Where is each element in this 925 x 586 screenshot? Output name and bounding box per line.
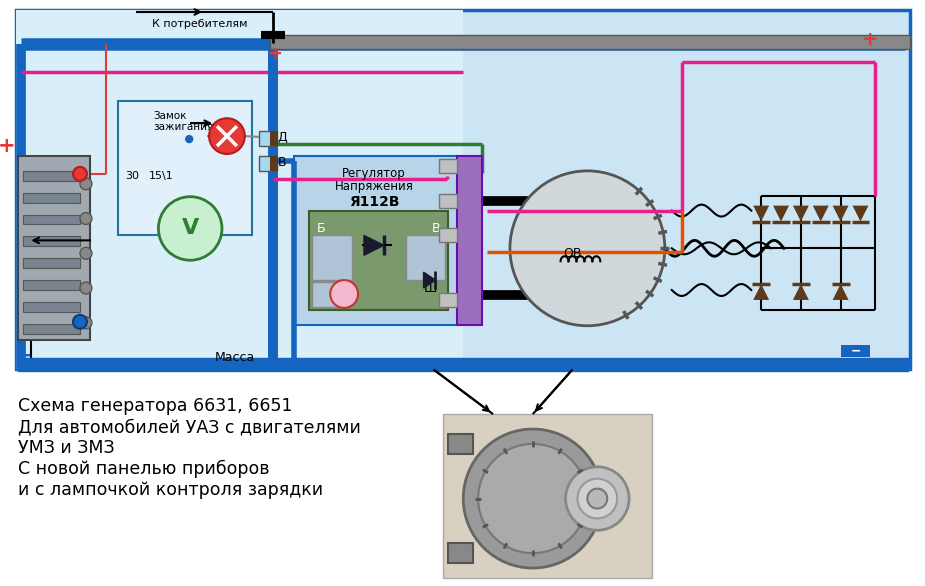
Text: Я112В: Я112В — [349, 195, 400, 209]
Text: +: + — [0, 136, 16, 156]
Text: зажигания: зажигания — [154, 122, 214, 132]
Bar — [457, 156, 482, 325]
Text: 15\1: 15\1 — [149, 171, 173, 181]
Bar — [117, 101, 252, 236]
Bar — [439, 229, 457, 243]
Text: −: − — [15, 346, 32, 366]
Bar — [449, 543, 474, 563]
Text: К потребителям: К потребителям — [153, 19, 248, 29]
Bar — [439, 159, 457, 173]
Circle shape — [80, 282, 92, 294]
Bar — [270, 131, 278, 146]
Bar — [259, 156, 277, 171]
Bar — [439, 293, 457, 307]
Polygon shape — [793, 206, 808, 222]
Circle shape — [209, 118, 245, 154]
Bar — [313, 282, 352, 307]
Circle shape — [80, 247, 92, 259]
Circle shape — [80, 213, 92, 224]
Bar — [23, 324, 80, 333]
Circle shape — [80, 317, 92, 329]
Polygon shape — [753, 206, 769, 222]
Polygon shape — [832, 284, 848, 300]
Text: Схема генератора 6631, 6651
Для автомобилей УАЗ с двигателями
УМЗ и ЗМЗ
С новой : Схема генератора 6631, 6651 Для автомоби… — [18, 397, 362, 499]
Bar — [23, 258, 80, 268]
Circle shape — [330, 280, 358, 308]
Text: +: + — [267, 45, 282, 63]
Text: В: В — [278, 156, 287, 169]
Bar — [23, 236, 80, 246]
Bar — [443, 414, 652, 578]
Text: 30: 30 — [126, 171, 140, 181]
Bar — [449, 434, 474, 454]
Circle shape — [186, 135, 192, 142]
Bar — [18, 357, 908, 372]
Bar — [17, 10, 910, 369]
Bar — [18, 156, 90, 340]
Text: Масса: Масса — [215, 351, 255, 364]
Bar — [23, 280, 80, 290]
Text: V: V — [181, 219, 199, 239]
Bar — [259, 131, 277, 146]
Bar — [270, 156, 278, 171]
Circle shape — [577, 479, 617, 519]
Bar — [313, 236, 352, 280]
Bar — [270, 35, 910, 49]
Polygon shape — [793, 284, 808, 300]
Polygon shape — [753, 284, 769, 300]
Polygon shape — [853, 206, 869, 222]
Bar — [23, 302, 80, 312]
Circle shape — [80, 178, 92, 190]
Bar — [23, 193, 80, 203]
Bar — [294, 156, 458, 325]
Circle shape — [587, 489, 607, 509]
Polygon shape — [773, 206, 789, 222]
Circle shape — [73, 315, 87, 329]
Text: +: + — [862, 30, 879, 49]
Circle shape — [510, 171, 665, 326]
Circle shape — [478, 444, 587, 553]
Bar — [23, 214, 80, 224]
Bar — [17, 10, 463, 369]
Text: ОВ: ОВ — [563, 247, 582, 260]
Circle shape — [158, 197, 222, 260]
Text: Б: Б — [317, 222, 326, 235]
Bar — [439, 194, 457, 207]
Text: Ш: Ш — [424, 281, 438, 295]
Circle shape — [463, 429, 602, 568]
Bar — [406, 236, 446, 280]
Polygon shape — [364, 236, 384, 255]
Circle shape — [73, 167, 87, 181]
Text: Замок: Замок — [154, 111, 187, 121]
Text: Д: Д — [278, 131, 288, 144]
Text: Напряжения: Напряжения — [335, 180, 413, 193]
Text: В: В — [432, 222, 441, 235]
Polygon shape — [424, 272, 436, 288]
Text: Регулятор: Регулятор — [342, 168, 406, 180]
Text: −: − — [850, 344, 861, 357]
Polygon shape — [832, 206, 848, 222]
Circle shape — [565, 467, 629, 530]
Bar — [841, 345, 870, 356]
Bar — [309, 210, 449, 310]
Bar — [23, 171, 80, 181]
Polygon shape — [813, 206, 829, 222]
